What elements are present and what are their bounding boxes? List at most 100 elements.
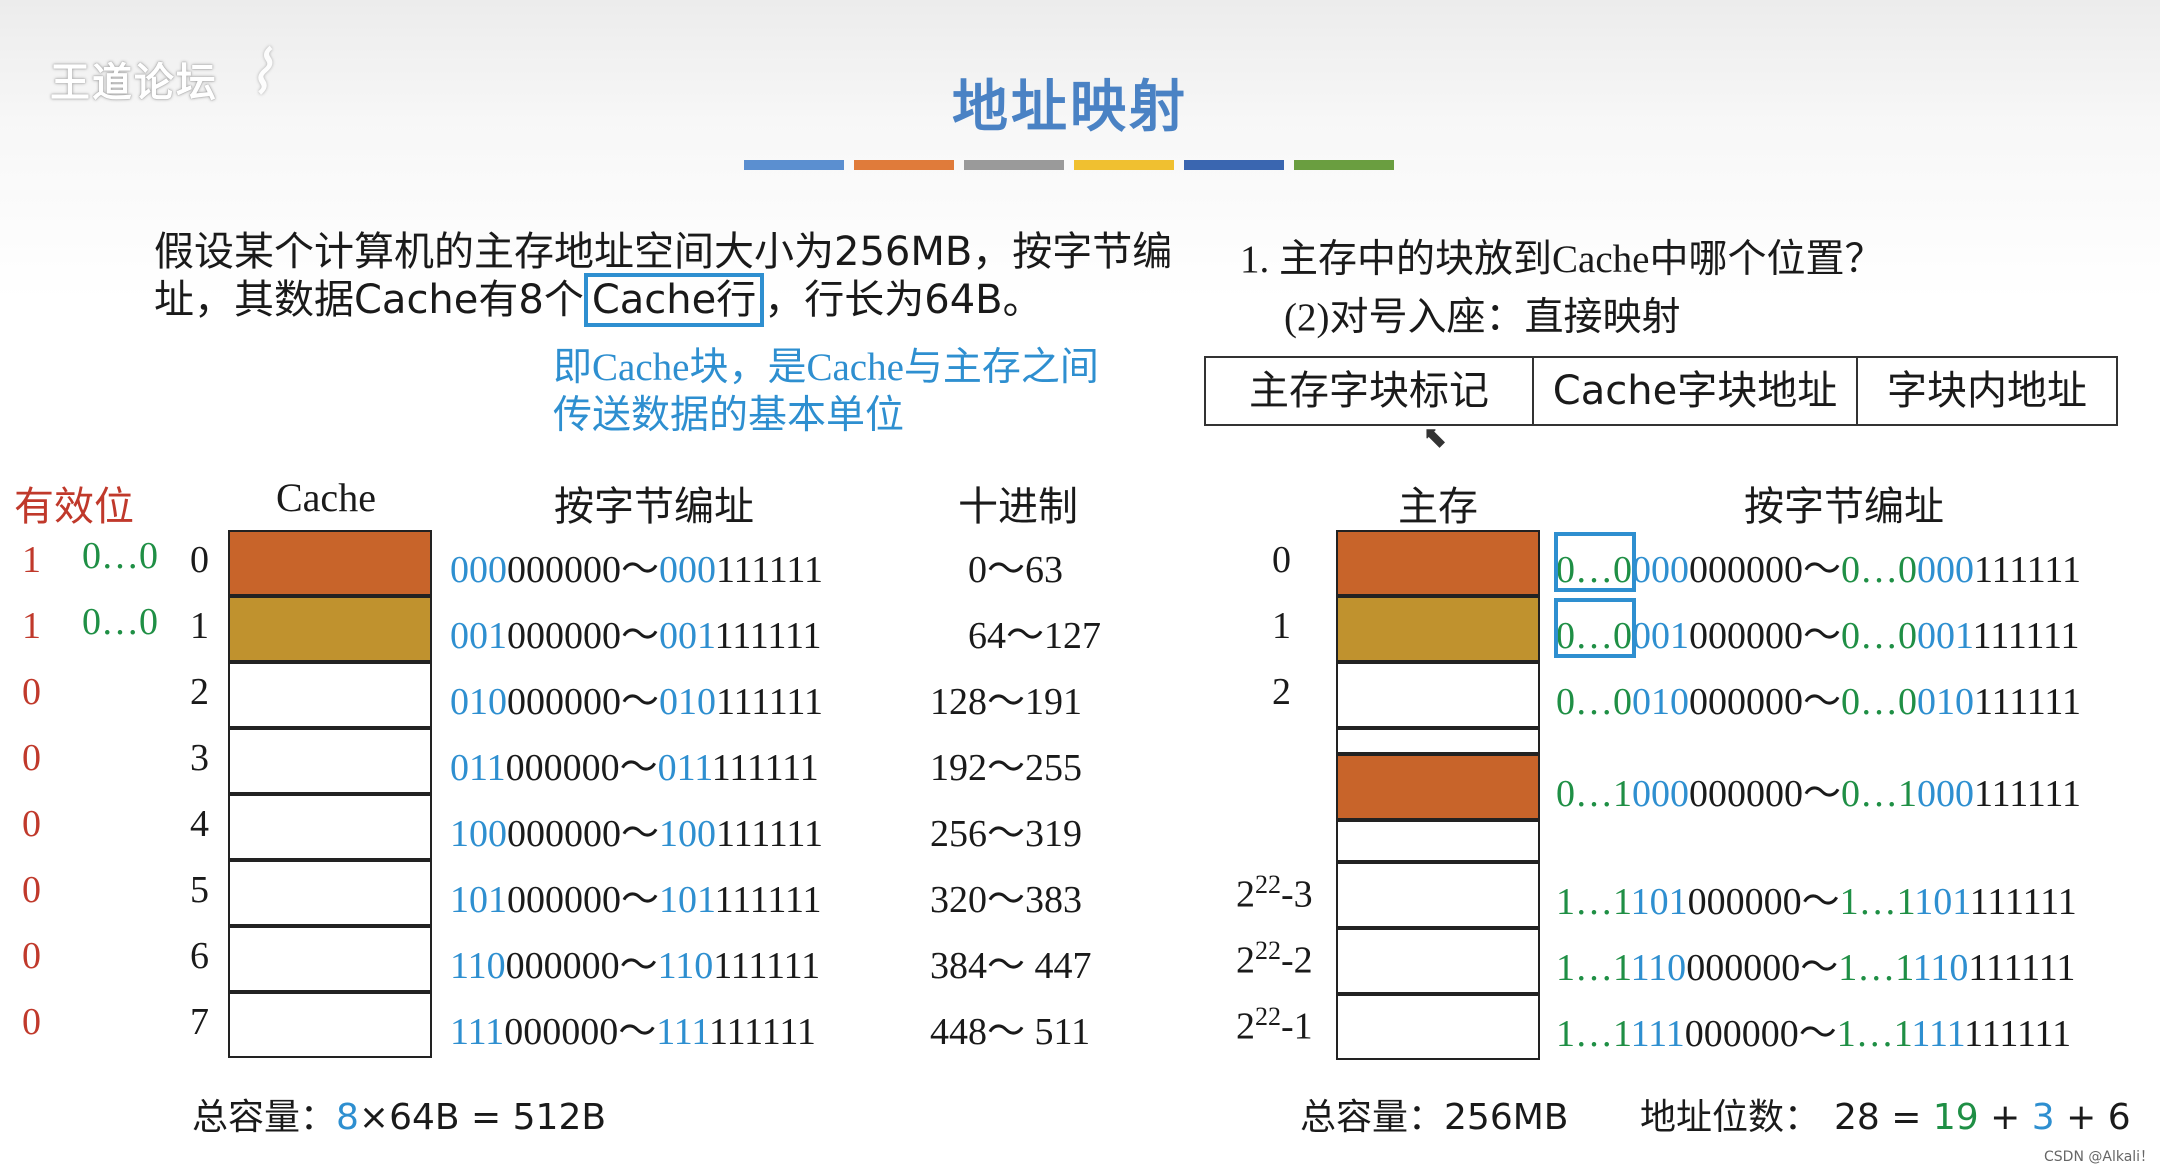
intro-paragraph: 假设某个计算机的主存地址空间大小为256MB，按字节编 址，其数据Cache有8… [154,228,1172,327]
cache-index: 2 [190,671,209,713]
label-tail: -2 [1281,939,1313,982]
cache-line-4 [228,794,432,860]
main-byte-range: 0…0000000000～0…0000111111 [1556,538,2081,593]
range-group-end: 1…1 [1839,881,1915,923]
main-total-capacity: 总容量：256MB [1300,1097,1569,1138]
title-bar-3 [1074,160,1174,170]
cache-byte-range: 010000000～010111111 [450,670,823,725]
cache-line-7 [228,992,432,1058]
main-block-0 [1336,530,1540,596]
range-prefix-end: 011 [657,747,713,789]
range-offset-start: 000000～ [1687,881,1840,923]
range-index-start: 110 [1631,947,1687,989]
range-index-end: 101 [1914,881,1971,923]
field-block-offset: 字块内地址 [1887,368,2087,413]
main-byte-range: 1…1111000000～1…1111111111 [1556,1002,2071,1057]
field-main-tag: 主存字块标记 [1206,358,1534,424]
header-byte-address: 按字节编址 [554,484,754,529]
cache-index: 0 [190,539,209,581]
range-suffix-end: 111111 [716,681,823,723]
main-block-label: 2 [1272,671,1291,713]
main-gap-cell [1336,728,1540,754]
range-group-start: 0…0 [1556,549,1632,591]
valid-bit: 0 [22,737,41,779]
valid-bit: 0 [22,1001,41,1043]
title-bar-4 [1184,160,1284,170]
main-block-label: 222-3 [1236,870,1313,917]
valid-bit: 0 [22,671,41,713]
range-prefix-end: 100 [659,813,717,855]
header-cache: Cache [276,475,376,520]
range-group-start: 1…1 [1556,881,1632,923]
address-format-table: 主存字块标记 Cache字块地址 字块内地址 [1204,356,2118,426]
range-group-end: 1…1 [1838,947,1914,989]
range-offset-start: 000000～ [1689,681,1842,723]
range-offset-start: 000000～ [1689,549,1842,591]
cache-line-highlight: Cache行 [583,273,765,327]
title-bar-5 [1294,160,1394,170]
cache-tag: 0…0 [82,535,158,577]
decimal-range: 448～ 511 [930,1011,1091,1053]
range-index-end: 001 [1917,615,1974,657]
range-suffix-end: 111111 [709,1011,816,1053]
range-offset-end: 111111 [1974,681,2081,723]
main-block-2 [1336,662,1540,728]
range-suffix-end: 111111 [712,747,819,789]
range-suffix-end: 111111 [715,615,822,657]
title-color-bars [744,160,1394,170]
label-base: 2 [1236,939,1255,982]
valid-bit: 1 [22,539,41,581]
header-decimal: 十进制 [958,484,1078,529]
header-main-byte-address: 按字节编址 [1744,484,1944,529]
valid-bit: 1 [22,605,41,647]
valid-bit: 0 [22,935,41,977]
decimal-range: 320～383 [930,879,1083,921]
range-offset-start: 000000～ [1684,1013,1837,1055]
credit-text: CSDN @Alkali！ [2044,1149,2155,1165]
main-block-4 [1336,862,1540,928]
range-suffix-start: 000000～ [504,1011,657,1053]
main-block-label: 1 [1272,605,1291,647]
range-offset-start: 000000～ [1689,615,1842,657]
range-prefix-end: 001 [659,615,716,657]
range-index-start: 010 [1632,681,1689,723]
main-block-label: 222-1 [1236,1002,1313,1049]
question-answer: (2)对号入座：直接映射 [1284,296,1681,339]
range-group-start: 0…0 [1556,681,1632,723]
label-exponent: 22 [1255,870,1281,899]
cache-index: 7 [190,1001,209,1043]
range-index-end: 110 [1913,947,1969,989]
cache-index: 4 [190,803,209,845]
range-index-start: 111 [1631,1013,1685,1055]
range-index-start: 000 [1632,549,1689,591]
range-group-end: 0…0 [1841,549,1918,591]
slide-title: 地址映射 [952,75,1188,140]
cache-line-6 [228,926,432,992]
decimal-range: 256～319 [930,813,1083,855]
valid-bit: 0 [22,869,41,911]
label-exponent: 22 [1255,936,1281,965]
range-suffix-start: 000000～ [505,945,658,987]
range-offset-end: 111111 [1964,1013,2072,1055]
range-offset-end: 111111 [1974,773,2081,815]
main-gap-cell [1336,820,1540,862]
title-bar-1 [854,160,954,170]
range-suffix-start: 000000～ [507,549,660,591]
cache-byte-range: 100000000～100111111 [450,802,823,857]
main-block-3 [1336,754,1540,820]
cache-line-3 [228,728,432,794]
range-index-end: 000 [1917,549,1975,591]
cache-byte-range: 110000000～110111111 [450,934,820,989]
range-index-start: 000 [1632,773,1689,815]
range-suffix-start: 000000～ [505,747,658,789]
cache-line-1 [228,596,432,662]
range-prefix-start: 100 [450,813,507,855]
decimal-range: 0～63 [968,549,1064,591]
decimal-range: 64～127 [968,615,1102,657]
range-group-start: 0…1 [1556,773,1632,815]
range-suffix-end: 111111 [716,549,823,591]
range-suffix-end: 111111 [715,879,822,921]
decimal-range: 384～ 447 [930,945,1092,987]
range-offset-end: 111111 [1968,947,2076,989]
range-prefix-end: 101 [659,879,716,921]
